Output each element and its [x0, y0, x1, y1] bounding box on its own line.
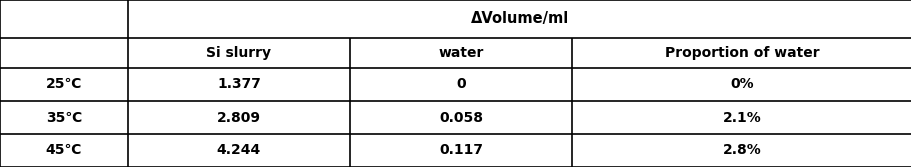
Text: 25℃: 25℃ [46, 77, 82, 92]
Text: 1.377: 1.377 [217, 77, 261, 92]
Text: 2.1%: 2.1% [722, 111, 761, 125]
Text: 35℃: 35℃ [46, 111, 82, 125]
Text: water: water [438, 46, 483, 60]
Text: 0.117: 0.117 [438, 143, 483, 157]
Text: 0.058: 0.058 [438, 111, 483, 125]
Text: ΔVolume/ml: ΔVolume/ml [470, 12, 568, 27]
Text: Proportion of water: Proportion of water [664, 46, 818, 60]
Text: 4.244: 4.244 [217, 143, 261, 157]
Text: 0: 0 [456, 77, 466, 92]
Text: Si slurry: Si slurry [206, 46, 271, 60]
Text: 2.809: 2.809 [217, 111, 261, 125]
Text: 2.8%: 2.8% [722, 143, 761, 157]
Text: 0%: 0% [730, 77, 753, 92]
Text: 45℃: 45℃ [46, 143, 82, 157]
